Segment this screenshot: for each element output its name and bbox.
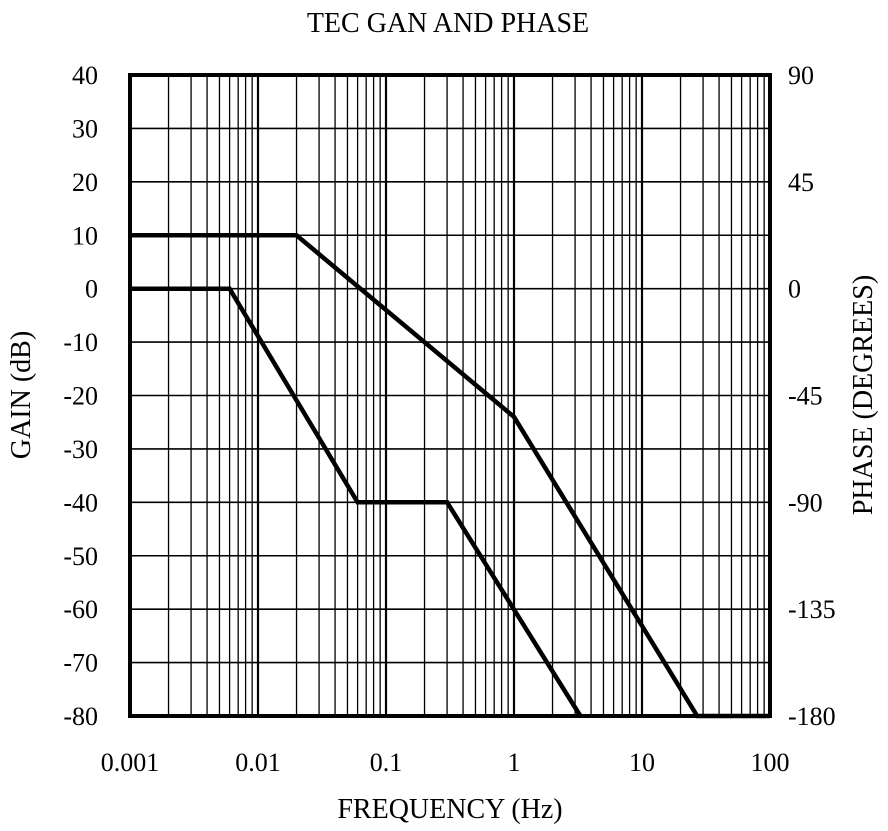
x-tick-label: 10	[629, 748, 655, 777]
grid	[130, 74, 770, 717]
x-tick-label: 0.001	[101, 748, 160, 777]
x-tick-label: 1	[508, 748, 521, 777]
y2-axis-label: PHASE (DEGREES)	[848, 275, 879, 515]
x-tick-label: 0.01	[235, 748, 281, 777]
series-group	[130, 233, 770, 719]
y2-tick-label: 45	[788, 168, 814, 197]
x-tick-label: 100	[751, 748, 790, 777]
tick-labels: 0.001 0.01 0.1 1 10 100403020100-10-20-30-40-…	[63, 61, 835, 777]
series-gain-line	[130, 233, 770, 719]
y-tick-label: 0	[85, 275, 98, 304]
y-tick-label: -50	[63, 542, 98, 571]
y-tick-label: -10	[63, 328, 98, 357]
y2-tick-label: -180	[788, 702, 836, 731]
y2-tick-label: 90	[788, 61, 814, 90]
y2-tick-label: -45	[788, 382, 823, 411]
x-axis-label: FREQUENCY (Hz)	[337, 794, 562, 825]
y-tick-label: -70	[63, 649, 98, 678]
y-tick-label: -60	[63, 595, 98, 624]
y2-tick-label: -135	[788, 595, 836, 624]
y-tick-label: -30	[63, 435, 98, 464]
y-tick-label: -20	[63, 382, 98, 411]
y-tick-label: 20	[72, 168, 98, 197]
plot-frame	[128, 73, 772, 718]
y2-tick-label: 0	[788, 275, 801, 304]
y-tick-label: 30	[72, 114, 98, 143]
series-phase-line	[130, 286, 583, 718]
y2-tick-label: -90	[788, 488, 823, 517]
y-tick-label: -80	[63, 702, 98, 731]
y-tick-label: 10	[72, 221, 98, 250]
chart-title: TEC GAN AND PHASE	[307, 8, 589, 39]
y-axis-label: GAIN (dB)	[6, 331, 37, 459]
y-tick-label: -40	[63, 488, 98, 517]
x-tick-label: 0.1	[370, 748, 403, 777]
y-tick-label: 40	[72, 61, 98, 90]
